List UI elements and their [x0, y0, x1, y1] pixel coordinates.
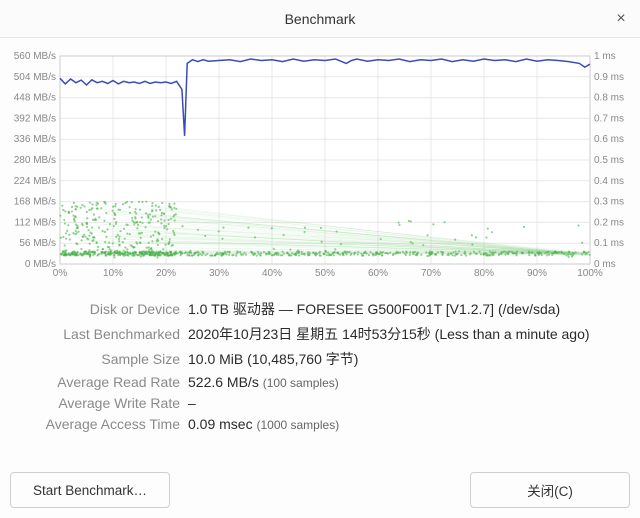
info-label: Sample Size	[12, 351, 188, 367]
svg-text:90%: 90%	[527, 268, 547, 279]
svg-text:0.6 ms: 0.6 ms	[594, 134, 624, 145]
info-value: 2020年10月23日 星期五 14时53分15秒 (Less than a m…	[188, 324, 628, 344]
chart-area: 0 MB/s0 ms56 MB/s0.1 ms112 MB/s0.2 ms168…	[0, 38, 640, 290]
svg-text:100%: 100%	[577, 268, 603, 279]
info-row: Average Read Rate522.6 MB/s (100 samples…	[12, 374, 628, 390]
info-value: 1.0 TB 驱动器 — FORESEE G500F001T [V1.2.7] …	[188, 299, 628, 319]
svg-text:224 MB/s: 224 MB/s	[14, 176, 56, 187]
info-row: Disk or Device1.0 TB 驱动器 — FORESEE G500F…	[12, 299, 628, 319]
svg-text:168 MB/s: 168 MB/s	[14, 197, 56, 208]
svg-text:0.3 ms: 0.3 ms	[594, 197, 624, 208]
svg-text:50%: 50%	[315, 268, 335, 279]
info-row: Average Access Time0.09 msec (1000 sampl…	[12, 416, 628, 432]
window-title: Benchmark	[285, 11, 356, 27]
svg-text:60%: 60%	[368, 268, 388, 279]
svg-text:392 MB/s: 392 MB/s	[14, 113, 56, 124]
svg-text:336 MB/s: 336 MB/s	[14, 134, 56, 145]
svg-text:0.1 ms: 0.1 ms	[594, 238, 624, 249]
benchmark-chart: 0 MB/s0 ms56 MB/s0.1 ms112 MB/s0.2 ms168…	[10, 46, 628, 286]
svg-text:0%: 0%	[53, 268, 68, 279]
svg-text:40%: 40%	[262, 268, 282, 279]
start-benchmark-button[interactable]: Start Benchmark…	[10, 472, 170, 508]
svg-text:560 MB/s: 560 MB/s	[14, 51, 56, 62]
info-label: Last Benchmarked	[12, 326, 188, 342]
close-button[interactable]: 关闭(C)	[470, 472, 630, 508]
benchmark-window: Benchmark × 0 MB/s0 ms56 MB/s0.1 ms112 M…	[0, 0, 640, 518]
svg-text:0.7 ms: 0.7 ms	[594, 113, 624, 124]
svg-text:0.8 ms: 0.8 ms	[594, 93, 624, 104]
svg-text:504 MB/s: 504 MB/s	[14, 72, 56, 83]
titlebar: Benchmark ×	[0, 0, 640, 38]
info-label: Average Access Time	[12, 416, 188, 432]
svg-text:0 MB/s: 0 MB/s	[25, 259, 56, 270]
svg-text:56 MB/s: 56 MB/s	[19, 238, 56, 249]
spacer	[178, 472, 462, 508]
svg-text:0.5 ms: 0.5 ms	[594, 155, 624, 166]
svg-text:20%: 20%	[156, 268, 176, 279]
close-icon[interactable]: ×	[612, 10, 630, 28]
info-value: 522.6 MB/s (100 samples)	[188, 374, 628, 390]
info-table: Disk or Device1.0 TB 驱动器 — FORESEE G500F…	[0, 290, 640, 445]
info-label: Average Write Rate	[12, 395, 188, 411]
svg-text:10%: 10%	[103, 268, 123, 279]
svg-text:280 MB/s: 280 MB/s	[14, 155, 56, 166]
info-value: 10.0 MiB (10,485,760 字节)	[188, 349, 628, 369]
svg-text:448 MB/s: 448 MB/s	[14, 93, 56, 104]
svg-text:30%: 30%	[209, 268, 229, 279]
info-label: Average Read Rate	[12, 374, 188, 390]
svg-text:0.4 ms: 0.4 ms	[594, 176, 624, 187]
svg-text:70%: 70%	[421, 268, 441, 279]
button-bar: Start Benchmark… 关闭(C)	[0, 466, 640, 518]
info-sub: (100 samples)	[263, 376, 339, 390]
info-row: Sample Size10.0 MiB (10,485,760 字节)	[12, 349, 628, 369]
info-sub: (1000 samples)	[256, 418, 339, 432]
svg-text:80%: 80%	[474, 268, 494, 279]
svg-text:1 ms: 1 ms	[594, 51, 616, 62]
info-row: Last Benchmarked2020年10月23日 星期五 14时53分15…	[12, 324, 628, 344]
svg-text:0.2 ms: 0.2 ms	[594, 217, 624, 228]
svg-text:112 MB/s: 112 MB/s	[15, 217, 57, 228]
svg-text:0.9 ms: 0.9 ms	[594, 72, 624, 83]
info-row: Average Write Rate–	[12, 395, 628, 411]
info-label: Disk or Device	[12, 301, 188, 317]
info-value: –	[188, 395, 628, 411]
info-value: 0.09 msec (1000 samples)	[188, 416, 628, 432]
